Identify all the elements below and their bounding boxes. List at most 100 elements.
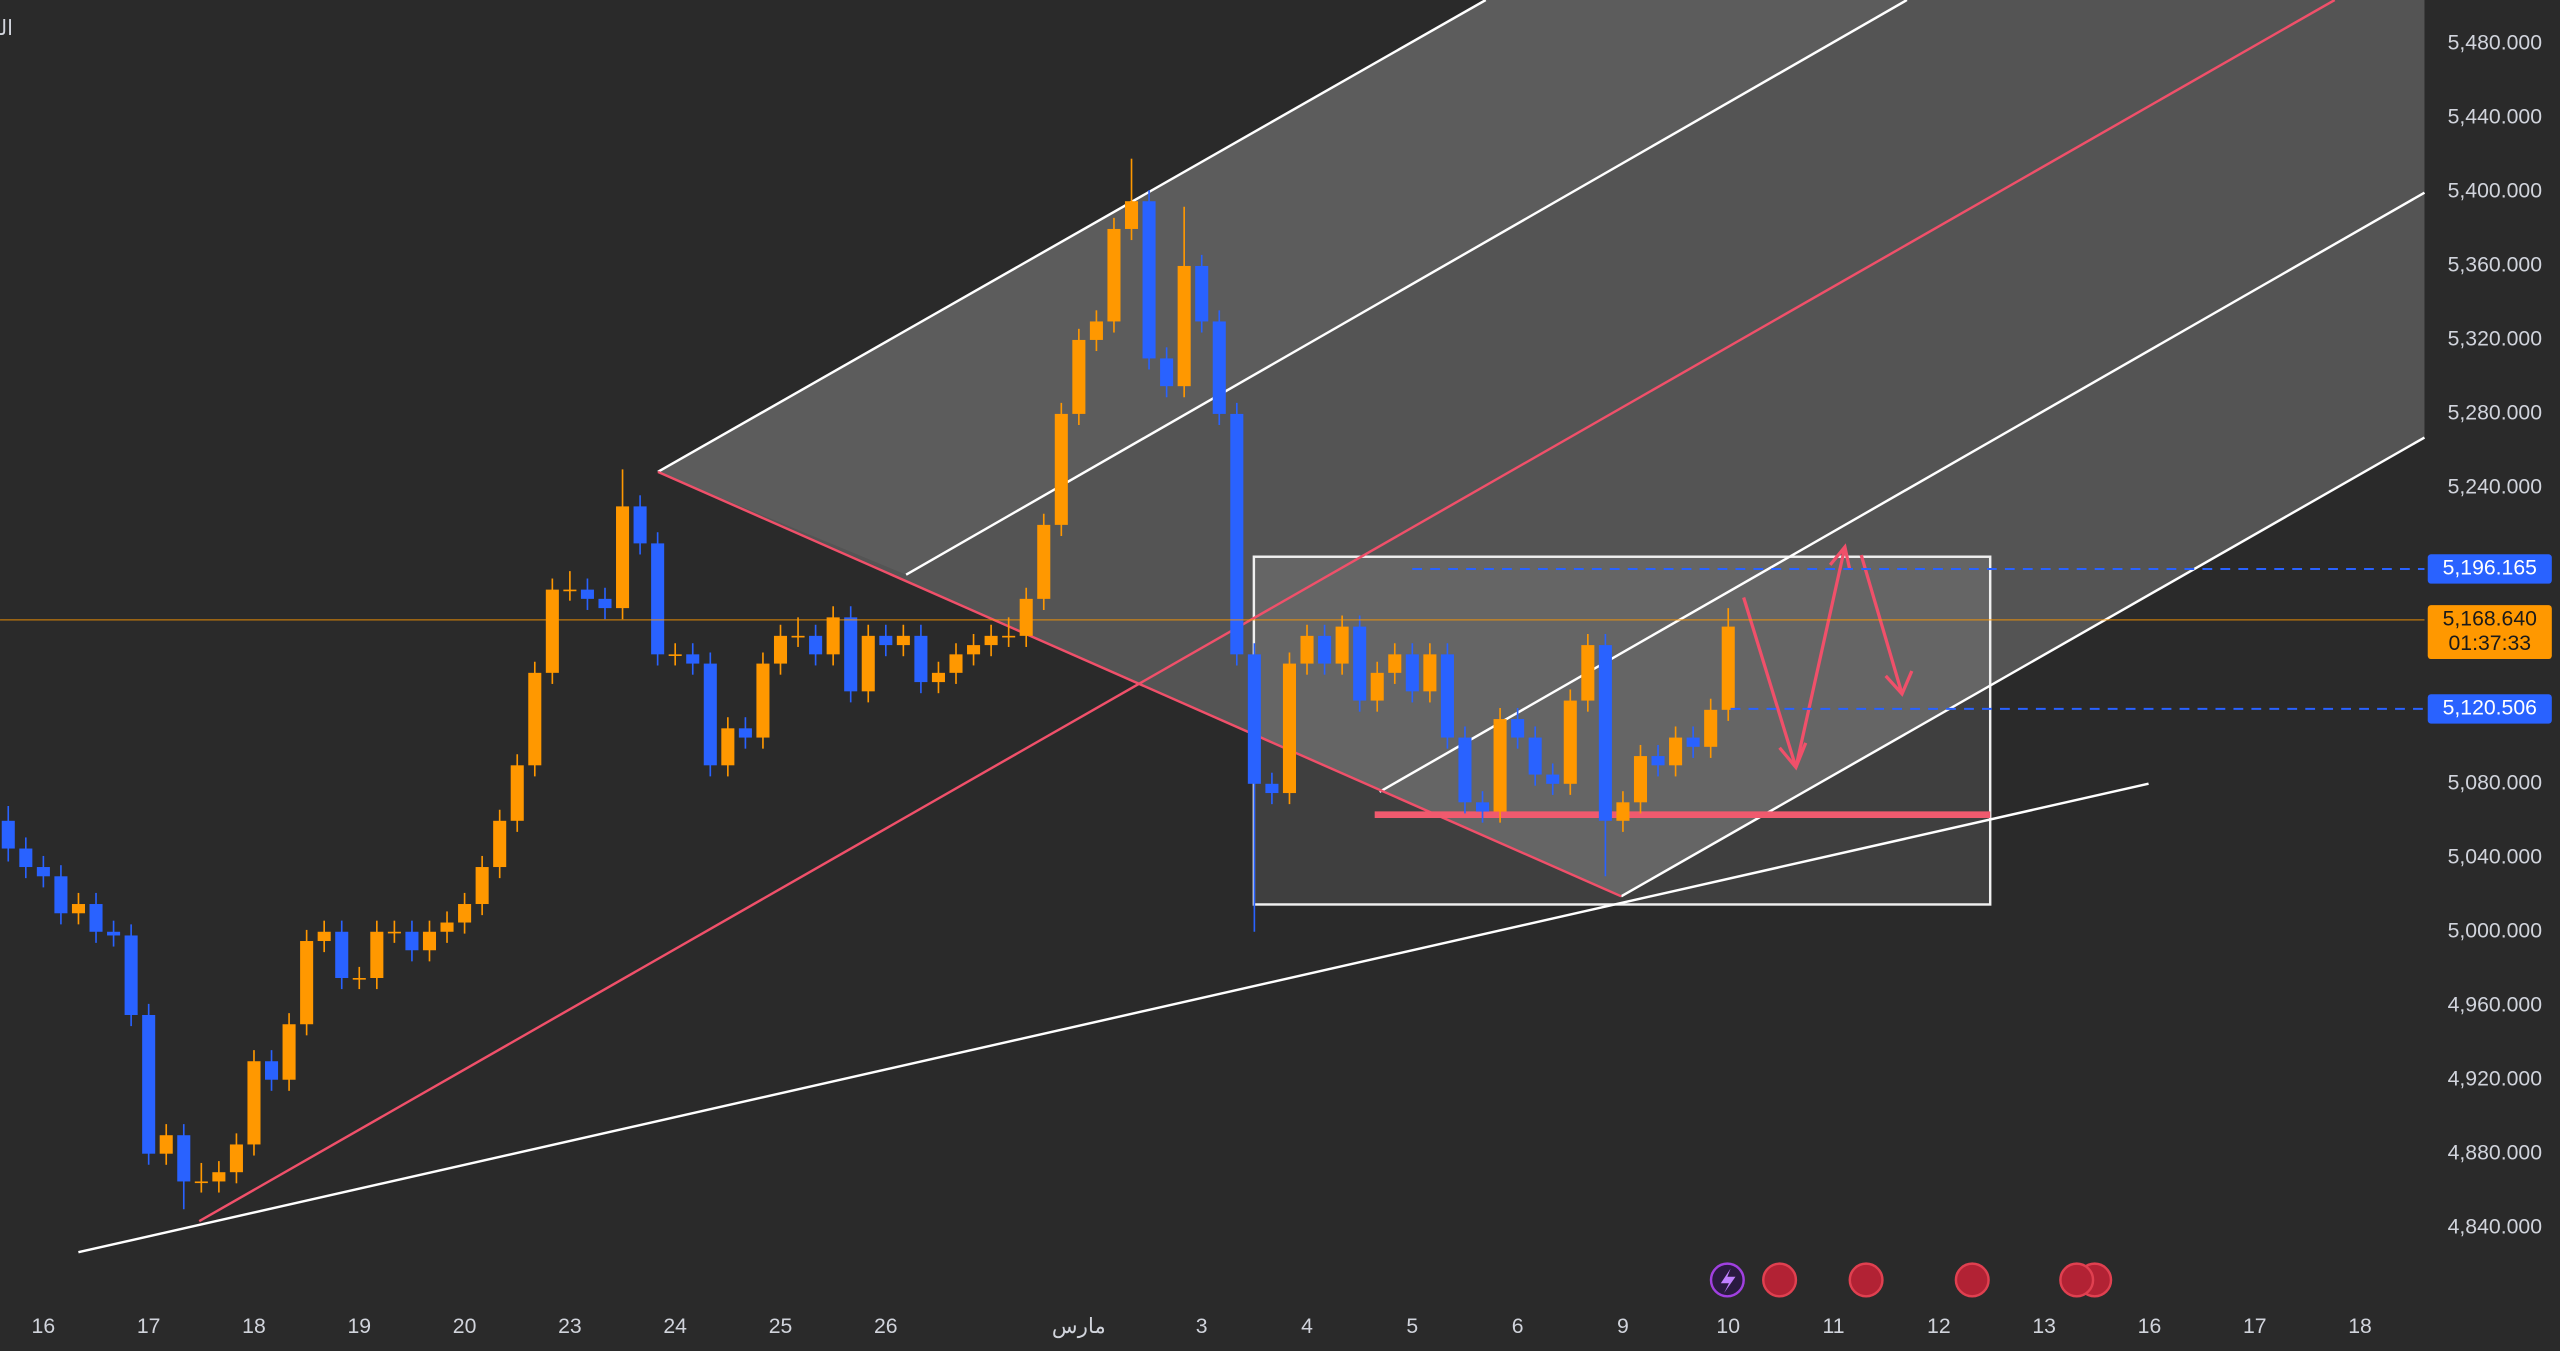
candle-body bbox=[1124, 201, 1139, 229]
candle-body bbox=[1072, 339, 1086, 414]
channel-line bbox=[905, 0, 1908, 576]
event-icon[interactable] bbox=[2059, 1262, 2095, 1298]
candle-body bbox=[1089, 321, 1103, 340]
candle-body bbox=[1318, 635, 1332, 664]
candle-body bbox=[1265, 783, 1279, 794]
x-tick-label: 16 bbox=[2138, 1315, 2162, 1338]
x-tick-label: مارس bbox=[1052, 1315, 1106, 1339]
candle-body bbox=[1, 820, 15, 849]
candle-body bbox=[914, 635, 928, 683]
x-tick-label: 20 bbox=[453, 1315, 477, 1338]
trend-line bbox=[78, 782, 2149, 1254]
candle-body bbox=[791, 635, 805, 638]
x-tick-label: 16 bbox=[32, 1315, 56, 1338]
y-tick-label: 4,920.000 bbox=[2448, 1067, 2542, 1090]
candle-body bbox=[370, 931, 384, 979]
y-tick-label: 5,320.000 bbox=[2448, 328, 2542, 351]
x-tick-label: 3 bbox=[1196, 1315, 1208, 1338]
candle-body bbox=[194, 1181, 208, 1184]
candle-body bbox=[1704, 709, 1718, 747]
median-line bbox=[198, 0, 2336, 1223]
candle-body bbox=[1405, 654, 1419, 692]
event-icon[interactable] bbox=[1954, 1262, 1990, 1298]
candle-body bbox=[124, 935, 138, 1015]
channel-line bbox=[1378, 191, 2426, 793]
candle-body bbox=[563, 589, 577, 592]
handle-line bbox=[657, 470, 1622, 898]
candle-body bbox=[1335, 626, 1349, 664]
candle-body bbox=[493, 820, 507, 868]
candle-body bbox=[1142, 201, 1156, 359]
candle-body bbox=[1475, 802, 1490, 812]
event-icon[interactable] bbox=[1848, 1262, 1884, 1298]
candle-body bbox=[1440, 654, 1454, 738]
event-icon[interactable] bbox=[1762, 1262, 1798, 1298]
candle-body bbox=[967, 645, 981, 655]
candle-body bbox=[1721, 626, 1735, 710]
channel-line bbox=[657, 0, 1487, 473]
candle-body bbox=[89, 904, 103, 932]
candle-body bbox=[651, 543, 665, 655]
x-tick-label: 11 bbox=[1823, 1315, 1845, 1338]
y-tick-label: 5,400.000 bbox=[2448, 180, 2542, 203]
candle-body bbox=[826, 617, 840, 655]
arrow bbox=[1794, 543, 1852, 768]
candle-body bbox=[510, 765, 524, 821]
candle-body bbox=[422, 931, 437, 951]
price-label: 5,196.165 bbox=[2443, 557, 2537, 580]
y-tick-label: 5,240.000 bbox=[2448, 476, 2542, 499]
candle-body bbox=[1177, 265, 1191, 387]
y-tick-label: 4,960.000 bbox=[2448, 993, 2542, 1016]
candle-body bbox=[1616, 802, 1630, 821]
x-tick-label: 17 bbox=[2243, 1315, 2267, 1338]
candle-body bbox=[1002, 635, 1016, 638]
x-tick-label: 9 bbox=[1617, 1315, 1629, 1338]
y-tick-label: 5,040.000 bbox=[2448, 845, 2542, 868]
candle-body bbox=[1388, 654, 1402, 673]
candle-body bbox=[475, 867, 489, 905]
candle-body bbox=[1563, 700, 1577, 784]
x-tick-label: 19 bbox=[347, 1315, 371, 1338]
candle-body bbox=[1493, 719, 1507, 812]
candles bbox=[1, 158, 1735, 1210]
x-tick-label: 5 bbox=[1406, 1315, 1418, 1338]
candle-body bbox=[703, 663, 717, 766]
candle-body bbox=[984, 635, 998, 646]
candle-body bbox=[1300, 635, 1314, 664]
candle-body bbox=[1037, 524, 1051, 599]
candle-body bbox=[1546, 774, 1560, 784]
event-icons bbox=[1709, 1262, 2113, 1298]
x-tick-label: 18 bbox=[2348, 1315, 2372, 1338]
candle-body bbox=[598, 598, 612, 609]
candle-body bbox=[1160, 358, 1174, 387]
candle-body bbox=[212, 1172, 226, 1182]
candle-body bbox=[458, 904, 472, 923]
candle-body bbox=[1669, 737, 1683, 766]
price-badge bbox=[2427, 605, 2552, 660]
candle-body bbox=[1247, 654, 1261, 784]
candle-body bbox=[721, 728, 735, 766]
candle-body bbox=[879, 635, 893, 646]
x-tick-label: 12 bbox=[1927, 1315, 1951, 1338]
candle-body bbox=[633, 506, 647, 544]
drawings bbox=[78, 0, 2426, 1254]
candle-body bbox=[844, 617, 858, 692]
candle-body bbox=[580, 589, 594, 599]
candle-body bbox=[1370, 672, 1384, 701]
candle-body bbox=[1107, 228, 1121, 322]
candle-body bbox=[1686, 737, 1700, 747]
channel-line bbox=[1620, 436, 2426, 898]
candle-body bbox=[773, 635, 788, 664]
candle-body bbox=[545, 589, 559, 673]
candle-body bbox=[352, 978, 366, 980]
candle-body bbox=[247, 1061, 261, 1145]
candle-body bbox=[264, 1061, 279, 1080]
candle-body bbox=[142, 1014, 156, 1154]
candle-body bbox=[1458, 737, 1472, 803]
arrow bbox=[1859, 554, 1914, 697]
x-tick-label: 18 bbox=[242, 1315, 266, 1338]
candle-body bbox=[387, 931, 401, 934]
candle-body bbox=[159, 1135, 173, 1154]
x-tick-label: 26 bbox=[874, 1315, 898, 1338]
